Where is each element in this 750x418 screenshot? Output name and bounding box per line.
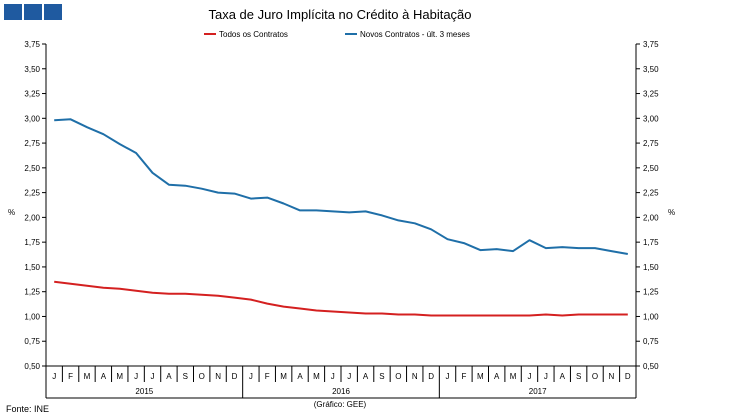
y-tick-label-left: 1,50 xyxy=(24,263,40,272)
series-line-novos-contratos xyxy=(54,118,628,255)
x-tick-label: O xyxy=(199,372,205,381)
y-tick-label-right: 3,50 xyxy=(643,65,659,74)
axes-frame xyxy=(45,44,637,399)
x-tick-label: M xyxy=(116,372,123,381)
y-tick-label-left: 2,50 xyxy=(24,164,40,173)
x-tick-label: S xyxy=(576,372,581,381)
y-tick-label-right: 1,50 xyxy=(643,263,659,272)
y-axis-right: 0,50 0,75 1,00 1,25 1,50 1,75 2,00 2,25 2,50 2,75… xyxy=(636,40,659,371)
x-year-label: 2016 xyxy=(332,387,350,396)
y-tick-label-right: 1,00 xyxy=(643,312,659,321)
y-tick-label-left: 3,25 xyxy=(24,90,40,99)
y-tick-label-right: 3,75 xyxy=(643,40,659,49)
x-tick-label: F xyxy=(265,372,270,381)
y-axis-label-right: % xyxy=(668,208,675,217)
y-tick-label-left: 1,75 xyxy=(24,238,40,247)
x-tick-label: N xyxy=(215,372,221,381)
source-note: Fonte: INE xyxy=(6,404,49,414)
y-tick-label-left: 2,00 xyxy=(24,213,40,222)
x-tick-label: D xyxy=(625,372,631,381)
x-tick-label: A xyxy=(101,372,107,381)
x-tick-label: J xyxy=(134,372,138,381)
x-tick-label: J xyxy=(544,372,548,381)
x-tick-label: J xyxy=(52,372,56,381)
series-lines xyxy=(54,118,628,317)
y-tick-label-right: 1,75 xyxy=(643,238,659,247)
y-tick-label-left: 2,25 xyxy=(24,189,40,198)
y-tick-label-right: 2,50 xyxy=(643,164,659,173)
logo-square-2-icon xyxy=(24,4,42,20)
x-tick-label: S xyxy=(379,372,384,381)
x-axis: J F M A M J J A S O N D J F M A M J J A S O N D J F M A M J J A S O N D2015… xyxy=(45,366,637,398)
x-tick-label: A xyxy=(166,372,172,381)
y-tick-label-right: 1,25 xyxy=(643,288,659,297)
x-tick-label: J xyxy=(151,372,155,381)
y-tick-label-right: 2,75 xyxy=(643,139,659,148)
y-tick-label-right: 3,00 xyxy=(643,114,659,123)
y-tick-label-left: 3,00 xyxy=(24,114,40,123)
y-tick-label-right: 2,00 xyxy=(643,213,659,222)
x-tick-label: M xyxy=(280,372,287,381)
x-tick-label: S xyxy=(183,372,188,381)
x-tick-label: A xyxy=(560,372,566,381)
x-tick-label: A xyxy=(494,372,500,381)
x-year-label: 2017 xyxy=(529,387,547,396)
x-tick-label: M xyxy=(84,372,91,381)
x-tick-label: J xyxy=(347,372,351,381)
x-tick-label: N xyxy=(609,372,615,381)
legend-label-todos: Todos os Contratos xyxy=(219,30,288,39)
x-tick-label: M xyxy=(477,372,484,381)
y-axis-label-left: % xyxy=(8,208,15,217)
y-tick-label-right: 2,25 xyxy=(643,189,659,198)
x-tick-label: F xyxy=(68,372,73,381)
y-tick-label-right: 0,50 xyxy=(643,362,659,371)
x-tick-label: O xyxy=(592,372,598,381)
y-tick-label-right: 3,25 xyxy=(643,90,659,99)
x-year-label: 2015 xyxy=(135,387,153,396)
x-tick-label: F xyxy=(461,372,466,381)
logo-square-3-icon xyxy=(44,4,62,20)
legend: Todos os Contratos Novos Contratos - últ… xyxy=(204,30,470,39)
x-tick-label: J xyxy=(527,372,531,381)
chart-credit: (Gráfico: GEE) xyxy=(314,400,367,409)
y-tick-label-left: 1,00 xyxy=(24,312,40,321)
logo-square-1-icon xyxy=(4,4,22,20)
y-tick-label-right: 0,75 xyxy=(643,337,659,346)
y-tick-label-left: 0,75 xyxy=(24,337,40,346)
series-line-todos-contratos xyxy=(54,280,628,317)
chart-title: Taxa de Juro Implícita no Crédito à Habi… xyxy=(208,7,471,22)
y-tick-label-left: 1,25 xyxy=(24,288,40,297)
x-tick-label: J xyxy=(446,372,450,381)
x-tick-label: M xyxy=(510,372,517,381)
x-tick-label: J xyxy=(249,372,253,381)
x-tick-label: A xyxy=(363,372,369,381)
x-tick-label: D xyxy=(428,372,434,381)
y-tick-label-left: 0,50 xyxy=(24,362,40,371)
x-tick-label: N xyxy=(412,372,418,381)
legend-label-novos: Novos Contratos - últ. 3 meses xyxy=(360,30,470,39)
x-tick-label: O xyxy=(395,372,401,381)
y-tick-label-left: 3,75 xyxy=(24,40,40,49)
x-tick-label: A xyxy=(297,372,303,381)
y-tick-label-left: 2,75 xyxy=(24,139,40,148)
x-tick-label: M xyxy=(313,372,320,381)
y-axis-left: 0,50 0,75 1,00 1,25 1,50 1,75 2,00 2,25 2,50 2,75… xyxy=(24,40,46,371)
y-tick-label-left: 3,50 xyxy=(24,65,40,74)
x-tick-label: J xyxy=(331,372,335,381)
x-tick-label: D xyxy=(232,372,238,381)
